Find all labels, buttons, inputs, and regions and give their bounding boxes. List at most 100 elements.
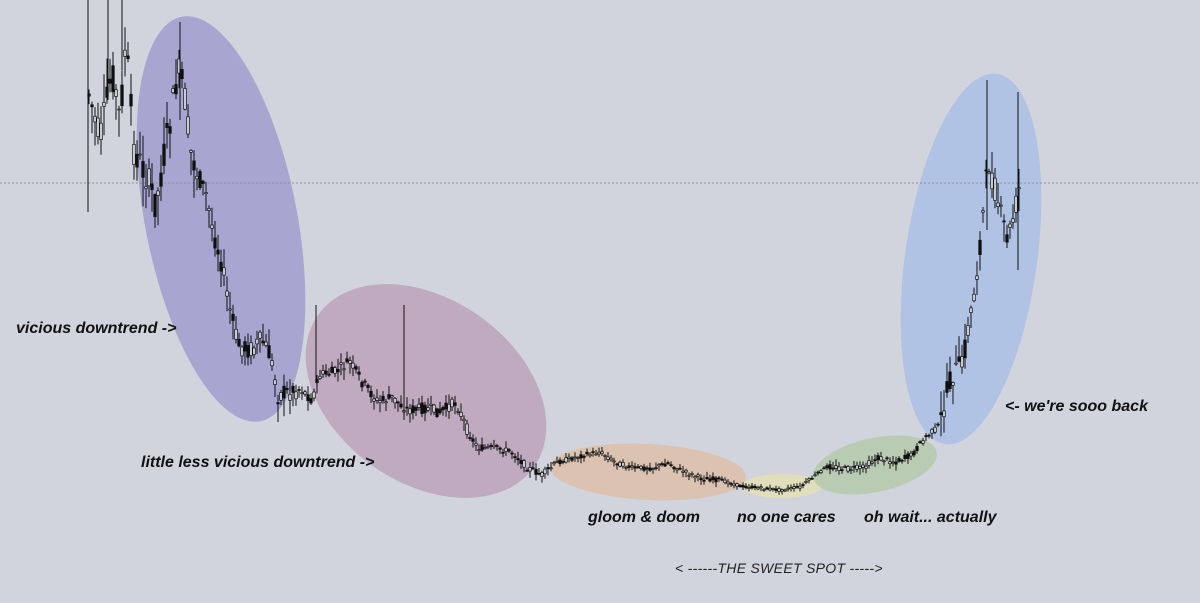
candle-body-283 (936, 423, 940, 426)
candle-body-158 (561, 461, 565, 463)
candle-body-33 (186, 116, 190, 135)
candle-body-99 (384, 401, 388, 404)
candle-body-163 (576, 457, 580, 459)
candle-body-185 (642, 466, 646, 471)
candle-body-250 (837, 466, 841, 471)
candle-body-104 (399, 403, 403, 408)
candle-body-12 (123, 49, 127, 57)
candle-body-177 (618, 461, 622, 467)
candle-body-108 (411, 405, 415, 414)
candle-body-295 (972, 293, 976, 302)
candle-body-140 (507, 449, 511, 452)
candle-body-237 (798, 485, 802, 489)
candle-body-96 (375, 397, 379, 401)
candle-body-18 (141, 161, 145, 178)
candle-body-2 (93, 115, 97, 123)
candle-body-61 (270, 360, 274, 367)
candle-body-36 (195, 175, 199, 180)
candle-body-68 (291, 385, 295, 393)
candle-body-246 (825, 465, 829, 469)
candle-body-127 (468, 437, 472, 439)
candle-body-206 (705, 477, 709, 480)
candle-body-309 (1014, 195, 1018, 213)
candle-body-103 (396, 401, 400, 404)
candle-body-44 (219, 261, 223, 272)
label-gloom-doom: gloom & doom (588, 509, 700, 526)
candle-body-60 (267, 345, 271, 359)
candle-body-285 (942, 410, 946, 418)
candle-body-161 (570, 457, 574, 461)
candle-body-269 (894, 461, 898, 465)
candle-body-187 (648, 467, 652, 471)
candle-body-121 (450, 398, 454, 408)
candle-body-222 (753, 486, 757, 489)
candle-body-71 (300, 392, 304, 395)
candle-body-11 (120, 84, 124, 107)
candle-body-209 (714, 477, 718, 483)
candle-body-128 (471, 438, 475, 442)
candle-body-244 (819, 470, 823, 474)
candle-body-23 (156, 190, 160, 196)
candle-body-148 (531, 467, 535, 470)
candle-body-274 (909, 452, 913, 457)
candle-body-125 (462, 418, 466, 422)
candle-body-265 (882, 460, 886, 463)
candle-body-287 (948, 371, 952, 389)
candle-body-100 (387, 394, 391, 399)
candle-body-256 (855, 464, 859, 470)
label-vicious-downtrend: vicious downtrend -> (16, 320, 177, 337)
candle-body-113 (426, 407, 430, 411)
candle-body-82 (333, 367, 337, 374)
candle-body-208 (711, 476, 715, 481)
candle-body-192 (663, 463, 667, 467)
candle-body-241 (810, 477, 814, 480)
candle-body-230 (777, 488, 781, 492)
candle-body-193 (666, 462, 670, 464)
candle-body-78 (321, 370, 325, 375)
candle-body-21 (150, 183, 154, 190)
candle-body-182 (633, 466, 637, 469)
candle-body-271 (900, 459, 904, 462)
candle-body-29 (174, 84, 178, 95)
candle-body-276 (915, 446, 919, 452)
candle-body-28 (171, 88, 175, 94)
candle-body-258 (861, 464, 865, 468)
candle-body-306 (1005, 234, 1009, 243)
candle-body-107 (408, 408, 412, 415)
candle-body-159 (564, 457, 568, 463)
candle-body-126 (465, 423, 469, 435)
candle-body-75 (312, 391, 316, 399)
candle-body-288 (951, 382, 955, 386)
candle-body-114 (429, 403, 433, 406)
candle-body-53 (246, 344, 250, 358)
candle-body-180 (627, 465, 631, 468)
candle-body-191 (660, 463, 664, 465)
candle-body-302 (993, 177, 997, 201)
candle-body-16 (135, 153, 139, 168)
candle-body-95 (372, 398, 376, 402)
candle-body-8 (111, 65, 115, 93)
candle-body-129 (474, 443, 478, 446)
candle-body-254 (849, 469, 853, 471)
candle-body-211 (720, 478, 724, 481)
candle-body-69 (294, 391, 298, 400)
candle-body-94 (369, 390, 373, 398)
candle-body-157 (558, 459, 562, 465)
candle-body-111 (420, 402, 424, 414)
candle-body-255 (852, 465, 856, 468)
candle-body-273 (906, 453, 910, 459)
candle-body-194 (669, 464, 673, 466)
candle-body-225 (762, 488, 766, 491)
ellipse-less-vicious-downtrend (305, 284, 547, 498)
phase-highlights (136, 16, 1042, 501)
candle-body-90 (357, 371, 361, 375)
candle-body-141 (510, 452, 514, 455)
candle-body-39 (204, 192, 208, 195)
candle-body-59 (264, 341, 268, 346)
candle-body-155 (552, 462, 556, 465)
candle-body-201 (690, 473, 694, 475)
candle-body-195 (672, 466, 676, 470)
candle-body-32 (183, 88, 187, 110)
candle-body-281 (930, 429, 934, 434)
candle-body-160 (567, 456, 571, 459)
